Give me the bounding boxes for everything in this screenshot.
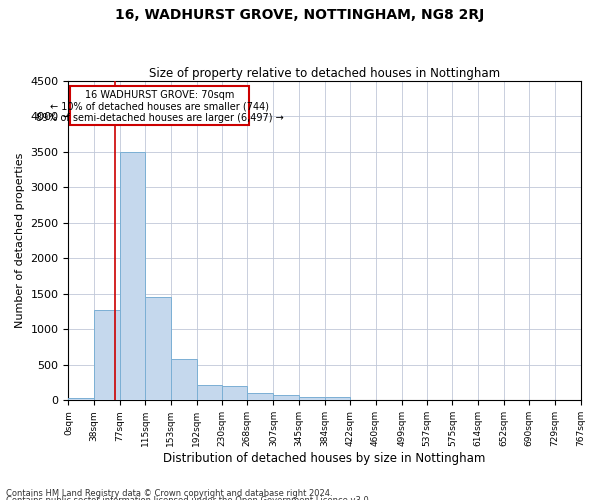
Bar <box>299 397 325 400</box>
Bar <box>68 398 94 400</box>
Bar <box>94 310 120 400</box>
Bar <box>170 360 197 401</box>
Bar <box>120 152 145 400</box>
Text: 89% of semi-detached houses are larger (6,497) →: 89% of semi-detached houses are larger (… <box>35 112 283 122</box>
Bar <box>274 396 299 400</box>
Y-axis label: Number of detached properties: Number of detached properties <box>15 153 25 328</box>
Text: Contains HM Land Registry data © Crown copyright and database right 2024.: Contains HM Land Registry data © Crown c… <box>6 488 332 498</box>
Bar <box>145 298 170 401</box>
Title: Size of property relative to detached houses in Nottingham: Size of property relative to detached ho… <box>149 66 500 80</box>
Text: Contains public sector information licensed under the Open Government Licence v3: Contains public sector information licen… <box>6 496 371 500</box>
Bar <box>247 393 274 400</box>
Bar <box>222 386 247 400</box>
X-axis label: Distribution of detached houses by size in Nottingham: Distribution of detached houses by size … <box>163 452 485 465</box>
Text: 16, WADHURST GROVE, NOTTINGHAM, NG8 2RJ: 16, WADHURST GROVE, NOTTINGHAM, NG8 2RJ <box>115 8 485 22</box>
Text: ← 10% of detached houses are smaller (744): ← 10% of detached houses are smaller (74… <box>50 102 269 112</box>
Bar <box>325 397 350 400</box>
Bar <box>197 386 222 400</box>
FancyBboxPatch shape <box>70 86 248 126</box>
Text: 16 WADHURST GROVE: 70sqm: 16 WADHURST GROVE: 70sqm <box>85 90 234 100</box>
